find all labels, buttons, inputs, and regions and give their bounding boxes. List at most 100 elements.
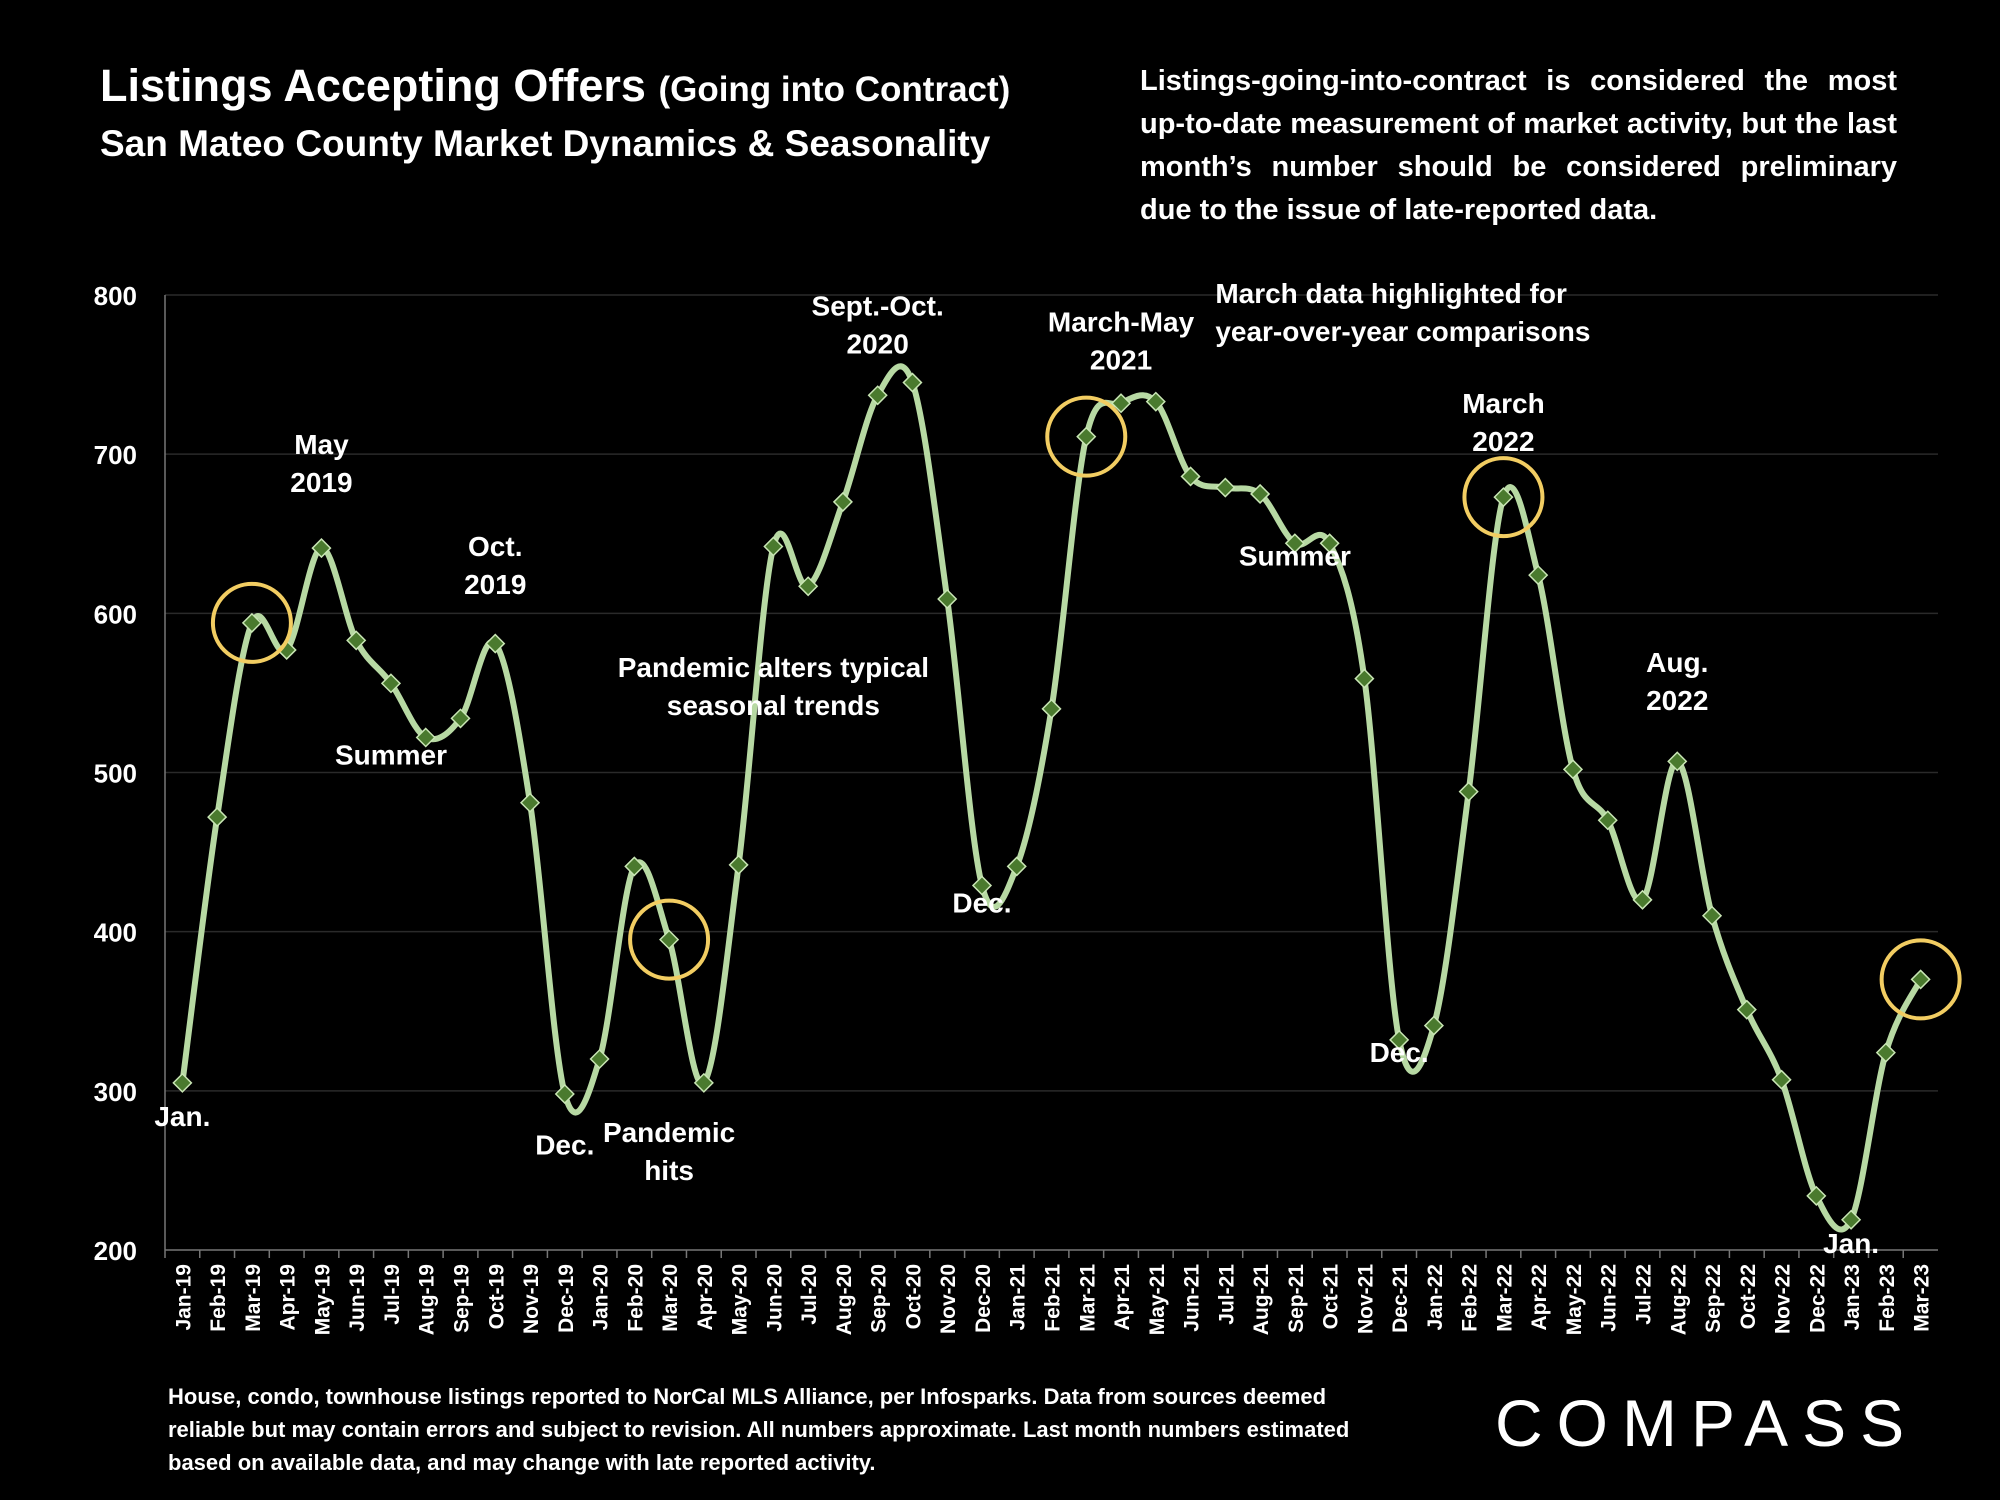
- highlight-circle-Mar-20: [628, 898, 711, 981]
- data-point-Aug-22: [1667, 751, 1688, 772]
- annotation-label: Dec.: [535, 1130, 594, 1161]
- chart-title: Listings Accepting Offers (Going into Co…: [100, 58, 1010, 170]
- x-tick-label: Jul-21: [1215, 1264, 1238, 1325]
- x-tick-label: Apr-21: [1111, 1264, 1134, 1331]
- x-tick-label: Oct-20: [902, 1264, 925, 1329]
- data-point-Jun-20: [763, 536, 784, 557]
- title-main: Listings Accepting Offers: [100, 60, 646, 111]
- x-tick-label: Jun-21: [1181, 1264, 1204, 1332]
- x-tick-label: Mar-20: [659, 1264, 682, 1332]
- series-line: [179, 363, 1924, 1233]
- title-parenthetical: (Going into Contract): [658, 70, 1011, 109]
- annotation-label: Jan.: [1823, 1228, 1879, 1259]
- data-point-May-22: [1562, 759, 1584, 780]
- y-tick-label: 400: [94, 918, 137, 948]
- data-point-Apr-22: [1528, 565, 1549, 586]
- data-point-Aug-21: [1250, 483, 1271, 505]
- annotation-label: Pandemic hits: [603, 1117, 735, 1186]
- x-tick-label: Jan-20: [590, 1264, 613, 1331]
- x-tick-label: Oct-21: [1320, 1264, 1343, 1330]
- x-tick-label: Jul-19: [381, 1264, 404, 1325]
- x-tick-label: Apr-22: [1528, 1264, 1551, 1331]
- highlight-circle-Mar-19: [210, 581, 293, 664]
- x-tick-label: Nov-19: [520, 1264, 543, 1334]
- data-point-Dec-21: [1389, 1029, 1410, 1050]
- annotation-line: March-May: [1048, 307, 1195, 338]
- march-highlight-circles: [210, 395, 1962, 1021]
- x-tick-label: Jun-22: [1598, 1264, 1621, 1332]
- y-axis-ticks: 200 300 400 500 600 700 800: [94, 281, 137, 1266]
- x-tick-label: Nov-20: [937, 1264, 960, 1334]
- annotation-line: Oct.: [468, 531, 522, 562]
- data-point-Oct-22: [1736, 999, 1757, 1020]
- highlight-circle-Mar-22: [1462, 456, 1545, 539]
- x-tick-label: Apr-20: [694, 1264, 717, 1331]
- data-point-Feb-20: [624, 856, 645, 877]
- annotation-label: Pandemic alters typical seasonal trends: [618, 652, 929, 721]
- x-tick-label: Jul-22: [1633, 1264, 1656, 1325]
- annotation-line: Pandemic: [603, 1117, 735, 1148]
- source-footnote: House, condo, townhouse listings reporte…: [168, 1384, 1350, 1475]
- annotation-label: March 2022: [1462, 388, 1544, 457]
- data-point-Jan-19: [172, 1072, 193, 1093]
- data-point-Jul-19: [380, 673, 402, 694]
- highlight-circle-Mar-23: [1879, 938, 1962, 1021]
- annotation-line: March data highlighted for: [1215, 278, 1567, 309]
- data-point-Feb-23: [1875, 1042, 1896, 1063]
- data-point-Apr-21: [1110, 393, 1132, 414]
- x-tick-label: Mar-19: [242, 1264, 265, 1332]
- y-tick-label: 500: [94, 759, 137, 789]
- x-tick-label: Sep-22: [1702, 1264, 1725, 1333]
- chart-subtitle: San Mateo County Market Dynamics & Seaso…: [100, 123, 991, 164]
- data-point-Aug-20: [832, 491, 853, 512]
- series-path: [179, 363, 1924, 1233]
- annotation-label: Sept.-Oct. 2020: [812, 291, 944, 360]
- annotation-label: March data highlighted for year-over-year…: [1215, 278, 1590, 347]
- x-tick-label: Oct-22: [1737, 1264, 1760, 1329]
- data-point-Mar-19: [241, 612, 262, 633]
- x-tick-label: Feb-22: [1459, 1264, 1482, 1332]
- x-tick-label: Jun-20: [763, 1264, 786, 1332]
- x-tick-label: Dec-21: [1389, 1264, 1412, 1333]
- chart-annotations: Jan. May 2019 Summer Oct. 2019 Dec. Pandemic hit…: [154, 278, 1879, 1259]
- data-point-Apr-20: [693, 1072, 714, 1093]
- data-point-Jul-21: [1215, 477, 1236, 498]
- x-tick-label: Mar-23: [1911, 1264, 1934, 1332]
- annotation-label: Oct. 2019: [464, 531, 526, 600]
- annotation-line: 2022: [1472, 426, 1534, 457]
- annotation-line: Jan.: [1823, 1228, 1879, 1259]
- x-tick-label: Mar-21: [1076, 1264, 1099, 1332]
- x-tick-label: Jul-20: [798, 1264, 821, 1325]
- data-point-Jan-20: [589, 1048, 610, 1070]
- data-point-Nov-20: [937, 588, 958, 610]
- annotation-label: Dec.: [1370, 1037, 1429, 1068]
- data-point-Sep-21: [1284, 533, 1305, 554]
- annotation-line: March: [1462, 388, 1544, 419]
- y-tick-label: 200: [94, 1236, 137, 1266]
- annotation-line: year-over-year comparisons: [1215, 316, 1590, 347]
- data-point-Jan-23: [1841, 1209, 1862, 1230]
- compass-logo: COMPASS: [1495, 1386, 1919, 1460]
- data-point-Feb-19: [207, 807, 228, 828]
- data-point-Dec-20: [971, 875, 993, 896]
- x-tick-label: Feb-19: [207, 1264, 230, 1332]
- data-point-Jul-20: [798, 576, 819, 597]
- data-point-Dec-22: [1806, 1185, 1827, 1206]
- annotation-line: Dec.: [1370, 1037, 1429, 1068]
- data-point-Oct-19: [485, 633, 506, 654]
- data-point-Sep-20: [867, 385, 888, 406]
- data-point-Mar-20: [659, 929, 680, 950]
- data-point-Feb-21: [1041, 698, 1062, 719]
- annotation-line: 2019: [290, 467, 352, 498]
- annotation-line: Jan.: [154, 1101, 210, 1132]
- x-tick-label: Jan-22: [1424, 1264, 1447, 1331]
- annotation-line: seasonal trends: [667, 690, 880, 721]
- x-tick-label: Aug-22: [1667, 1264, 1690, 1335]
- data-point-Nov-19: [519, 792, 541, 813]
- annotation-label: March-May 2021: [1048, 307, 1195, 376]
- annotation-line: hits: [644, 1155, 694, 1186]
- y-tick-label: 300: [94, 1077, 137, 1107]
- data-point-Mar-21: [1076, 426, 1097, 447]
- x-axis-ticks: Jan-19 Feb-19 Mar-19 Apr-19 May-19 Jun-19 Jul-…: [164, 1250, 1934, 1335]
